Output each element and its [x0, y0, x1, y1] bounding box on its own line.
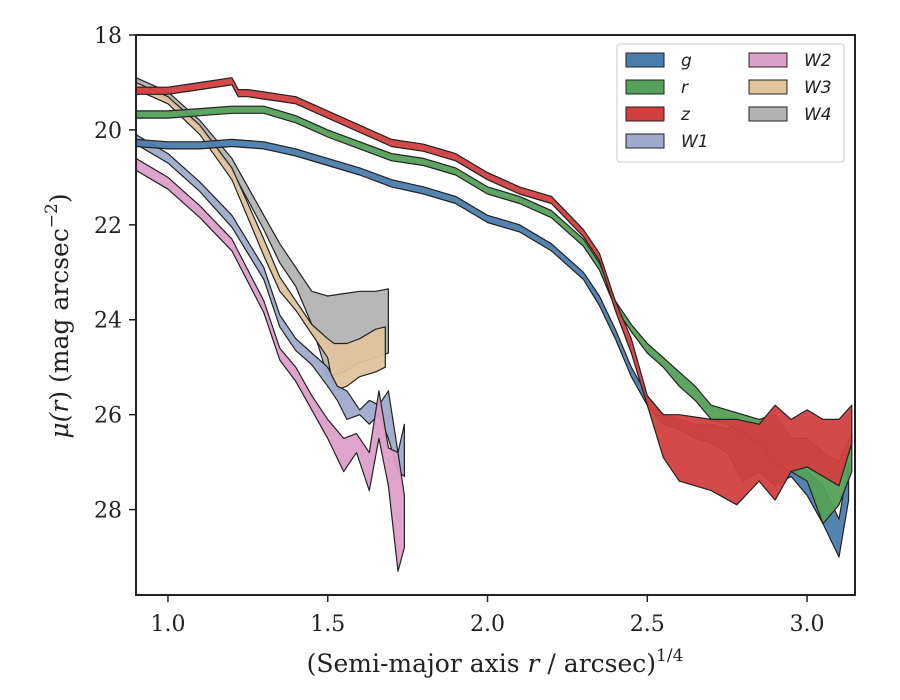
legend-label-g: g	[681, 51, 692, 71]
legend: grz W1 W2 W3 W4	[616, 43, 845, 163]
y-tick-label: 22	[94, 214, 122, 239]
legend-swatch-w3	[748, 79, 788, 95]
band-z	[136, 77, 853, 506]
band-r	[136, 105, 853, 525]
legend-label-r: r	[681, 78, 689, 98]
legend-swatch-g	[625, 52, 665, 68]
legend-swatch-w4	[748, 106, 788, 122]
legend-swatch-z	[625, 106, 665, 122]
legend-label-z: z	[680, 105, 691, 125]
ticks-layer: 1.0 1.5 2.0 2.5 3.0 18 20 22 24 26 28	[94, 24, 825, 637]
band-w4	[136, 77, 389, 378]
y-tick-label: 24	[94, 309, 122, 334]
x-tick-label: 1.0	[150, 612, 185, 637]
legend-swatch-r	[625, 79, 665, 95]
y-tick-label: 20	[94, 119, 122, 144]
y-tick-label: 18	[94, 24, 122, 49]
legend-label-w4: W4	[804, 105, 832, 125]
series-layer	[136, 77, 853, 572]
legend-label-w2: W2	[804, 51, 832, 71]
x-tick-label: 3.0	[790, 612, 825, 637]
x-tick-label: 2.0	[470, 612, 505, 637]
legend-swatch-w2	[748, 52, 788, 68]
y-tick-label: 26	[94, 404, 122, 429]
x-tick-label: 1.5	[310, 612, 345, 637]
legend-swatch-w1	[625, 133, 665, 149]
y-axis-label: μ(r) (mag arcsec−2)	[42, 193, 74, 438]
y-tick-label: 28	[94, 499, 122, 524]
legend-label-w1: W1	[681, 132, 709, 152]
band-w3	[136, 81, 386, 392]
band-w2	[136, 157, 405, 572]
x-tick-label: 2.5	[630, 612, 665, 637]
legend-box	[616, 43, 845, 163]
band-w1	[136, 134, 405, 477]
plot-frame	[135, 34, 856, 596]
legend-label-w3: W3	[804, 78, 832, 98]
x-axis-label: (Semi-major axis r / arcsec)1/4	[307, 646, 684, 678]
band-g	[136, 138, 850, 558]
